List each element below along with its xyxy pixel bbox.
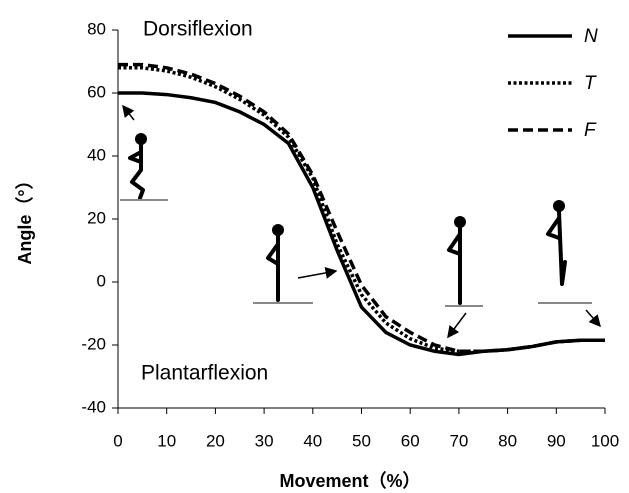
x-tick-label: 20 bbox=[206, 431, 225, 450]
legend-label: F bbox=[584, 120, 597, 141]
y-tick-label: 80 bbox=[87, 19, 106, 38]
stick-figure bbox=[445, 216, 483, 307]
legend-label: N bbox=[584, 26, 598, 47]
y-tick-label: 60 bbox=[87, 82, 106, 101]
x-tick-label: 100 bbox=[591, 431, 619, 450]
annotation: Plantarflexion bbox=[141, 362, 268, 385]
y-tick-label: 20 bbox=[87, 208, 106, 227]
y-tick-label: 40 bbox=[87, 145, 106, 164]
y-tick-label: -20 bbox=[81, 334, 106, 353]
x-tick-label: 60 bbox=[401, 431, 420, 450]
x-tick-label: 50 bbox=[352, 431, 371, 450]
x-tick-label: 80 bbox=[498, 431, 517, 450]
y-tick-label: 0 bbox=[97, 271, 106, 290]
arrows bbox=[122, 104, 601, 339]
line-series bbox=[118, 62, 605, 354]
stick-figure bbox=[120, 133, 168, 201]
line-series bbox=[118, 91, 605, 357]
x-tick-label: 30 bbox=[255, 431, 274, 450]
stick-figure bbox=[253, 224, 313, 304]
annotation: Dorsiflexion bbox=[143, 18, 253, 41]
x-tick-label: 70 bbox=[449, 431, 468, 450]
x-tick-label: 90 bbox=[547, 431, 566, 450]
x-axis-title: Movement（%） bbox=[279, 471, 420, 491]
x-tick-label: 40 bbox=[303, 431, 322, 450]
x-tick-label: 0 bbox=[113, 431, 122, 450]
legend-label: T bbox=[584, 73, 597, 94]
stick-figure bbox=[538, 200, 592, 304]
y-axis-title: Angle（°） bbox=[15, 171, 35, 264]
y-tick-label: -40 bbox=[81, 397, 106, 416]
x-tick-label: 10 bbox=[157, 431, 176, 450]
